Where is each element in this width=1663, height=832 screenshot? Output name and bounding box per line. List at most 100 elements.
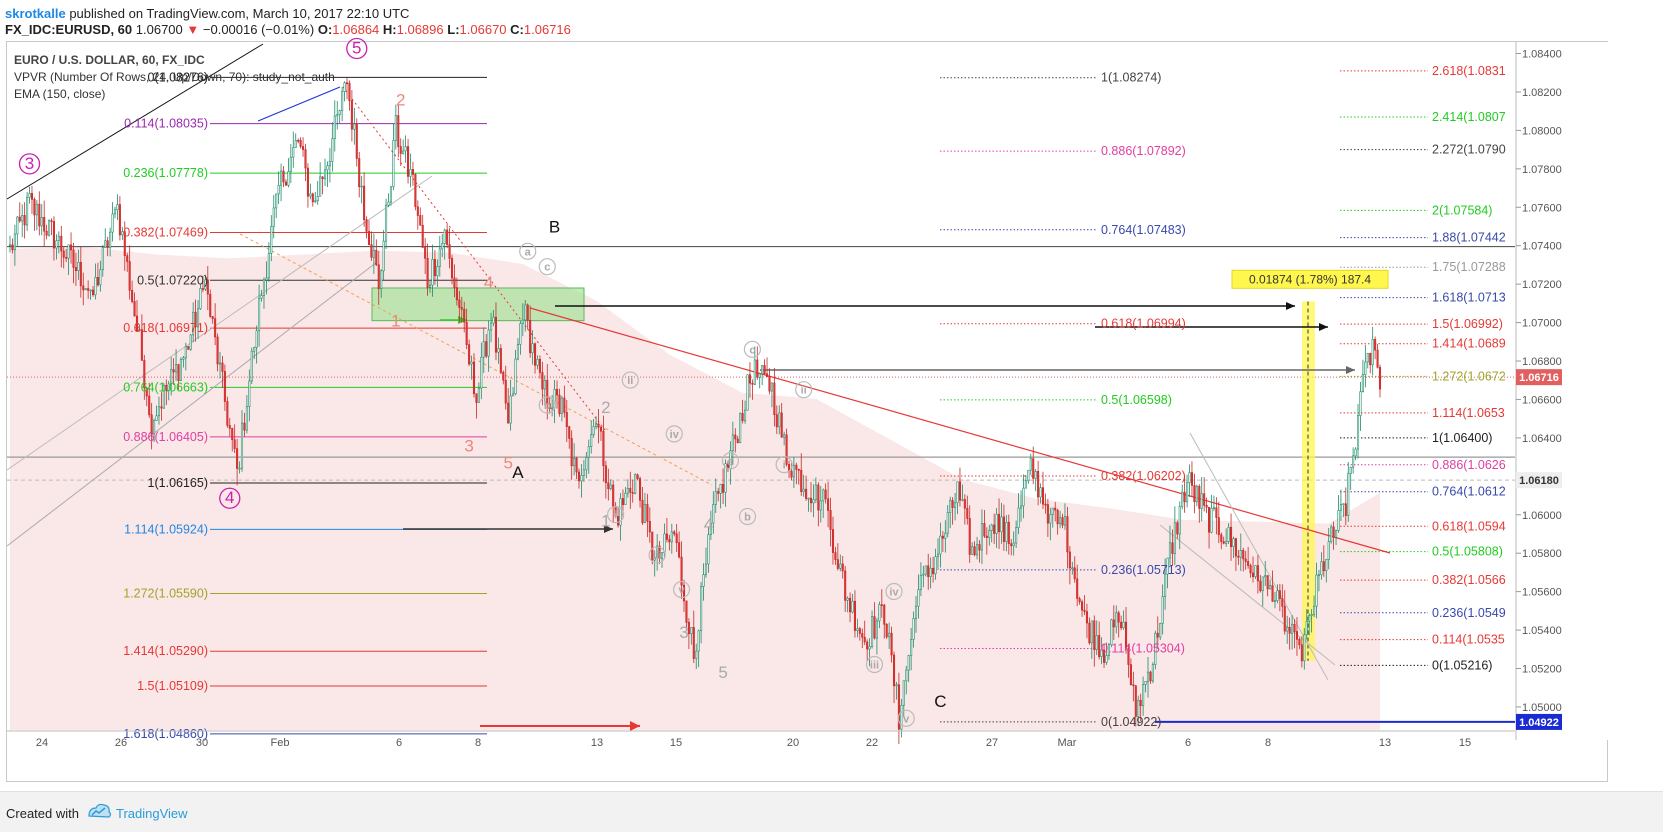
candle bbox=[648, 507, 651, 543]
candle bbox=[421, 214, 424, 248]
candle-body bbox=[1232, 538, 1235, 547]
candle bbox=[1146, 657, 1150, 698]
price-tick-label: 1.05400 bbox=[1522, 625, 1562, 637]
candle-body bbox=[1095, 635, 1098, 650]
candle bbox=[895, 681, 898, 700]
candle bbox=[1019, 490, 1023, 522]
candle bbox=[33, 197, 36, 231]
candle bbox=[297, 138, 300, 144]
candle bbox=[463, 301, 466, 333]
candle-body bbox=[778, 412, 781, 428]
candle-body bbox=[538, 358, 541, 373]
candle bbox=[138, 324, 141, 332]
candle-body bbox=[780, 412, 783, 438]
candle-body bbox=[265, 277, 268, 281]
candle-body bbox=[939, 535, 942, 555]
candle-body bbox=[455, 287, 458, 301]
time-tick-label: Mar bbox=[1058, 737, 1077, 749]
candle bbox=[380, 269, 383, 298]
candle bbox=[575, 456, 578, 480]
candle bbox=[1303, 628, 1306, 670]
candle-body bbox=[1327, 541, 1330, 560]
candle-body bbox=[1286, 626, 1289, 632]
author-link[interactable]: skrotkalle bbox=[5, 6, 66, 21]
candle bbox=[822, 488, 825, 518]
candle bbox=[455, 277, 458, 306]
tradingview-logo-icon[interactable] bbox=[86, 802, 112, 820]
candle bbox=[1237, 549, 1240, 565]
candle-body bbox=[1007, 521, 1010, 545]
candle bbox=[1317, 569, 1320, 592]
candle-body bbox=[1339, 504, 1342, 511]
candle-body bbox=[355, 123, 358, 159]
candle bbox=[1344, 487, 1347, 526]
candle bbox=[228, 417, 231, 437]
candle-body bbox=[656, 545, 659, 558]
candle bbox=[1322, 545, 1325, 577]
price-chart[interactable]: 0(1.08276) 0.114(1.08035) 0.236(1.07778) 0.… bbox=[0, 0, 1663, 790]
candle bbox=[319, 162, 322, 197]
fib-right-label: 1.75(1.07288 bbox=[1432, 260, 1506, 274]
candle bbox=[1210, 494, 1213, 534]
candle-body bbox=[531, 343, 534, 354]
minor-wave-circle bbox=[721, 452, 740, 470]
candle-body bbox=[223, 371, 226, 402]
wave-circle bbox=[346, 37, 368, 60]
minor-wave-label: v bbox=[903, 713, 910, 725]
candle-body bbox=[1098, 635, 1101, 657]
candle-body bbox=[311, 193, 314, 203]
candle bbox=[917, 574, 920, 619]
candle-body bbox=[499, 348, 502, 373]
candle bbox=[1149, 670, 1152, 684]
candle-body bbox=[783, 434, 786, 438]
candle bbox=[485, 334, 488, 359]
footer-brand-link[interactable]: TradingView bbox=[116, 806, 188, 821]
candle-body bbox=[1251, 572, 1255, 577]
candle bbox=[812, 484, 815, 518]
candle-body bbox=[209, 293, 212, 317]
candle-body bbox=[1010, 543, 1013, 547]
arrow-to-target-head bbox=[1286, 302, 1295, 310]
candle bbox=[245, 395, 248, 434]
candle bbox=[1005, 515, 1008, 552]
candle bbox=[910, 627, 913, 671]
candle bbox=[717, 487, 720, 502]
wave-circle bbox=[18, 153, 41, 175]
candle bbox=[1071, 561, 1074, 575]
candle bbox=[507, 388, 510, 424]
wave-label: C bbox=[934, 692, 946, 711]
candle-body bbox=[907, 655, 910, 671]
candle-body bbox=[407, 146, 410, 177]
candle-body bbox=[1298, 638, 1301, 646]
candle bbox=[1103, 643, 1106, 669]
candle-body bbox=[1059, 517, 1062, 525]
candle bbox=[113, 206, 117, 219]
candle-body bbox=[824, 489, 827, 500]
candle-body bbox=[11, 244, 14, 251]
candle bbox=[631, 479, 634, 503]
candle bbox=[863, 620, 866, 646]
candle bbox=[873, 602, 876, 640]
legend-ema[interactable]: EMA (150, close) bbox=[14, 87, 106, 101]
candle bbox=[1278, 583, 1281, 612]
candle bbox=[1110, 618, 1113, 648]
candle bbox=[543, 375, 546, 406]
candle-body bbox=[1029, 458, 1032, 471]
candle bbox=[16, 216, 19, 246]
candle-body bbox=[309, 193, 312, 197]
legend-vpvr[interactable]: VPVR (Number Of Rows, 24, Up/Down, 70): … bbox=[14, 70, 335, 84]
candle bbox=[270, 215, 273, 262]
candle bbox=[126, 252, 129, 272]
time-axis: 24 26 30 Feb 6 8 13 15 20 22 27 Mar 6 8 13 15 bbox=[7, 730, 1515, 749]
candle bbox=[665, 517, 668, 543]
candle-body bbox=[924, 565, 927, 575]
candle bbox=[941, 530, 944, 552]
candle-body bbox=[934, 556, 937, 575]
candle bbox=[480, 342, 483, 400]
candle bbox=[497, 337, 500, 364]
candle-body bbox=[775, 414, 778, 428]
candle bbox=[983, 510, 986, 538]
candle bbox=[96, 262, 99, 287]
candle-body bbox=[50, 220, 53, 223]
candle-body bbox=[968, 518, 971, 555]
